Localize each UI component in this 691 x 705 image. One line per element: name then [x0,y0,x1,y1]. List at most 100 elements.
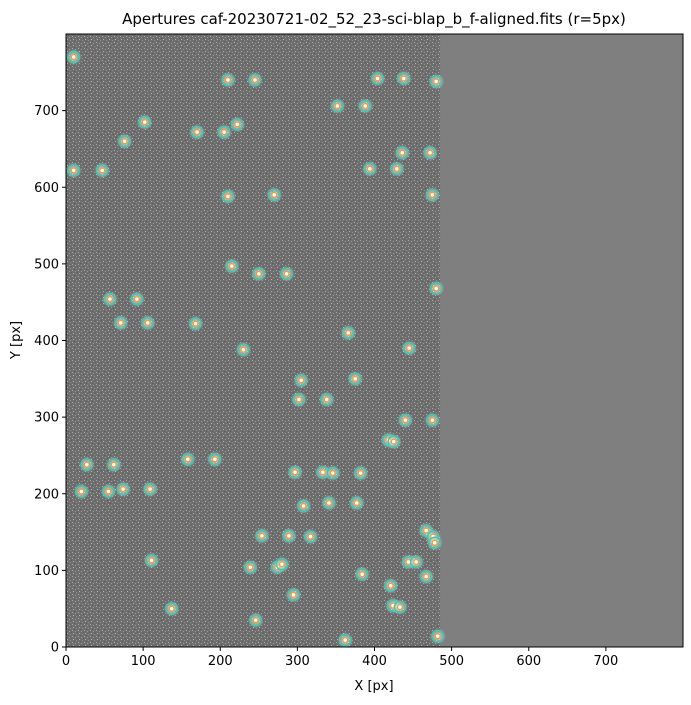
image-data-region [66,34,441,647]
aperture-inner-ring [228,263,235,270]
star-core [413,559,419,565]
star-core [225,77,231,83]
star-core [359,571,365,577]
source-aperture [242,559,259,576]
aperture-inner-ring [106,296,114,303]
aperture-inner-ring [255,270,262,277]
aperture-inner-ring [345,329,352,336]
star-core [71,168,77,173]
aperture-outer-ring [384,579,398,593]
aperture-inner-ring [105,488,112,495]
source-aperture [394,144,411,161]
aperture-inner-ring [285,532,292,539]
aperture-outer-ring [288,465,302,479]
star-core [335,103,340,109]
aperture-outer-ring [107,458,121,471]
aperture-inner-ring [374,75,381,82]
aperture-outer-ring [102,485,115,498]
source-aperture [219,188,237,205]
aperture-inner-ring [224,193,232,200]
star-core [423,574,429,579]
star-core [259,533,265,539]
aperture-outer-ring [165,602,179,616]
source-aperture [179,451,196,468]
source-aperture [302,528,319,545]
aperture-inner-ring [240,346,247,353]
aperture-outer-ring [429,282,443,295]
aperture-outer-ring [371,72,384,85]
star-core [71,54,77,60]
source-aperture [223,258,240,275]
star-core [142,119,148,125]
aperture-inner-ring [234,121,241,128]
source-aperture [382,577,399,594]
source-aperture [397,412,414,429]
star-core [391,439,397,445]
star-core [99,168,105,173]
star-core [435,633,441,639]
aperture-inner-ring [252,617,259,624]
star-core [326,500,332,506]
aperture-inner-ring [426,149,434,156]
aperture-inner-ring [342,637,349,644]
aperture-outer-ring [397,72,411,85]
source-aperture [395,70,412,87]
aperture-outer-ring [292,393,306,406]
star-core [291,592,296,598]
aperture-outer-ring [355,567,369,581]
aperture-outer-ring [387,435,401,448]
source-aperture [128,291,146,308]
aperture-outer-ring [130,292,144,306]
aperture-inner-ring [271,191,278,198]
aperture-outer-ring [428,536,441,550]
star-core [433,79,439,84]
aperture-inner-ring [300,502,307,510]
star-core [149,558,154,563]
y-tick-label: 100 [34,564,59,579]
aperture-outer-ring [221,190,235,203]
x-tick-label: 600 [516,654,541,669]
aperture-outer-ring [322,496,336,510]
aperture-inner-ring [70,53,77,61]
y-tick-label: 700 [34,104,59,119]
aperture-outer-ring [409,555,423,569]
source-aperture [136,114,153,131]
aperture-inner-ring [292,469,299,476]
star-core [324,397,330,402]
aperture-outer-ring [255,529,269,543]
star-core [284,271,289,277]
star-core [271,192,277,198]
aperture-outer-ring [252,267,266,281]
source-aperture [320,494,338,512]
source-aperture [286,464,304,481]
aperture-outer-ring [331,99,344,113]
aperture-outer-ring [354,466,367,480]
source-aperture [424,186,441,204]
source-aperture [401,340,418,357]
aperture-inner-ring [120,486,127,493]
source-aperture [348,494,365,512]
star-core [107,296,113,302]
aperture-inner-ring [390,438,397,445]
star-core [375,76,380,81]
star-core [145,320,151,326]
aperture-inner-ring [147,486,154,493]
star-core [292,469,298,475]
aperture-outer-ring [431,629,445,643]
source-aperture [318,391,335,408]
source-aperture [278,265,295,282]
chart-title: Apertures caf-20230721-02_52_23-sci-blap… [122,10,626,29]
aperture-outer-ring [294,374,308,387]
aperture-inner-ring [433,285,440,292]
source-aperture [280,527,297,544]
aperture-inner-ring [224,76,232,84]
aperture-outer-ring [390,162,404,176]
source-aperture [216,123,233,141]
source-aperture [290,391,308,408]
aperture-inner-ring [434,633,441,640]
source-aperture [187,315,204,332]
aperture-inner-ring [247,564,254,571]
aperture-inner-ring [258,532,265,539]
aperture-outer-ring [282,529,296,543]
